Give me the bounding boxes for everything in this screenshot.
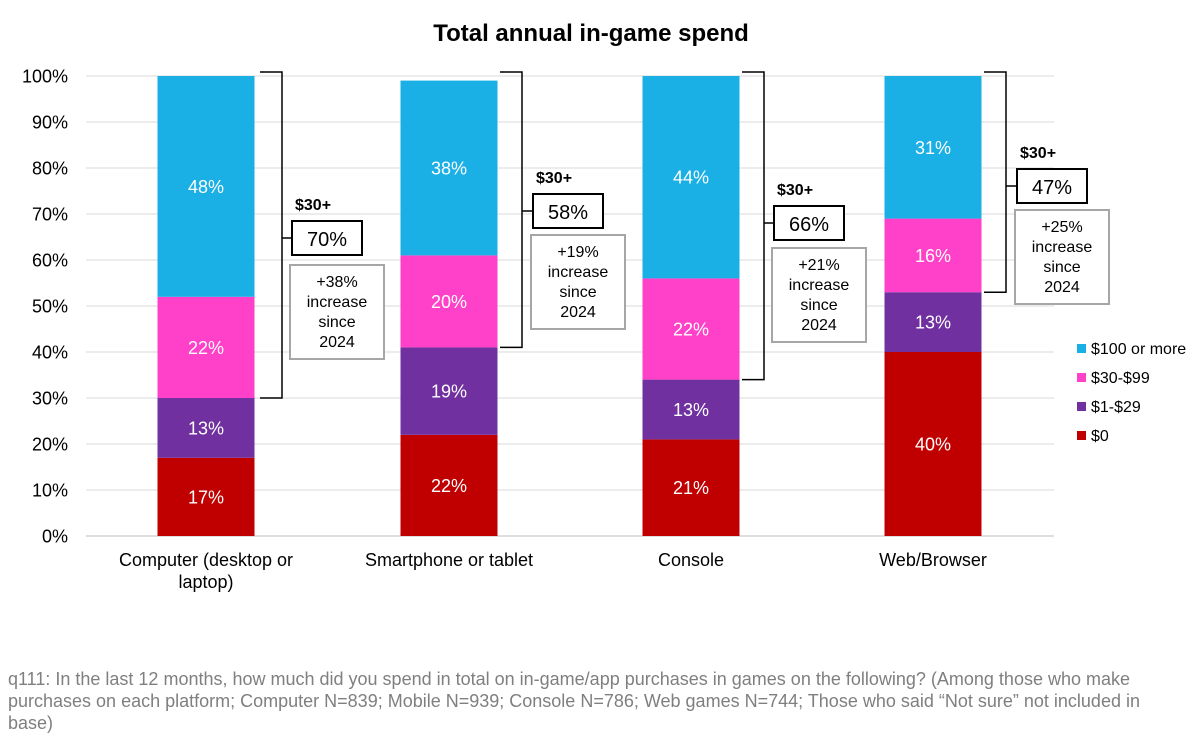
y-axis: 0% 10% 20% 30% 40% 50% 60% 70% 80% 90% 100%: [22, 67, 68, 547]
legend-label: $30-$99: [1091, 370, 1150, 387]
y-tick-label: 80%: [32, 159, 68, 179]
bar-segment: [642, 76, 740, 279]
y-tick-label: 70%: [32, 205, 68, 225]
legend-label: $0: [1091, 428, 1109, 445]
bar-segment: [642, 439, 740, 536]
legend: $100 or more $30-$99 $1-$29 $0: [1077, 341, 1186, 445]
annotation-value-box: [532, 193, 604, 229]
y-tick-label: 30%: [32, 389, 68, 409]
annotation-header: $30+: [536, 170, 572, 187]
annotation-note-line: +25%: [1041, 219, 1082, 236]
annotation-note-line: increase: [1032, 239, 1093, 256]
footnote: q111: In the last 12 months, how much di…: [8, 669, 1140, 733]
data-label: 22%: [431, 476, 467, 496]
annotation-note-line: 2024: [1044, 279, 1080, 296]
bar-segment: [884, 76, 982, 219]
chart-title: Total annual in-game spend: [433, 20, 749, 47]
bar-segment: [642, 379, 740, 440]
bracket: [260, 71, 283, 399]
annotation-value-box: [1016, 168, 1088, 204]
legend-label: $100 or more: [1091, 341, 1186, 358]
annotation-value: 47%: [1032, 177, 1072, 199]
data-label: 17%: [188, 487, 224, 507]
legend-swatch: [1077, 344, 1086, 353]
annotation-note-line: since: [318, 314, 355, 331]
x-tick-label: Smartphone or tablet: [365, 550, 533, 570]
bracket: [742, 71, 765, 381]
annotation-note-line: +38%: [316, 274, 357, 291]
annotation-header: $30+: [295, 197, 331, 214]
annotation-note-line: increase: [548, 264, 609, 281]
bar-segment: [157, 76, 255, 297]
bar-segment: [400, 434, 498, 536]
data-label: 19%: [431, 382, 467, 402]
y-tick-label: 100%: [22, 67, 68, 87]
y-tick-label: 90%: [32, 113, 68, 133]
data-label: 13%: [188, 418, 224, 438]
bar-segment: [400, 347, 498, 435]
data-label: 38%: [431, 159, 467, 179]
annotation-note-box: [1014, 209, 1110, 305]
annotation-value: 66%: [789, 214, 829, 236]
data-label: 13%: [673, 400, 709, 420]
annotation-note-line: 2024: [319, 334, 355, 351]
y-tick-label: 20%: [32, 435, 68, 455]
legend-label: $1-$29: [1091, 399, 1141, 416]
bar-segment: [400, 80, 498, 256]
annotation-note-line: since: [800, 297, 837, 314]
annotation-note-line: increase: [789, 277, 850, 294]
bracket: [500, 71, 523, 349]
data-label: 31%: [915, 138, 951, 158]
data-label: 21%: [673, 478, 709, 498]
data-label: 22%: [673, 320, 709, 340]
y-tick-label: 60%: [32, 251, 68, 271]
annotation-note-line: since: [559, 284, 596, 301]
annotation-value: 58%: [548, 202, 588, 224]
annotations: $30+ 70% +38% increase since 2024 $30+ 58% +19% i…: [260, 71, 1110, 399]
data-label: 48%: [188, 177, 224, 197]
legend-swatch: [1077, 431, 1086, 440]
annotation-note-box: [289, 264, 385, 360]
bars: 17% 13% 22% 48% 22% 19% 20% 38% 21% 13% 22% 44% 40% 1…: [157, 76, 982, 536]
bar-segment: [642, 278, 740, 380]
x-tick-label: Computer (desktop or laptop): [119, 550, 293, 592]
data-label: 22%: [188, 338, 224, 358]
bar-segment: [157, 457, 255, 536]
bar-segment: [400, 255, 498, 348]
annotation-note-line: 2024: [801, 317, 837, 334]
data-label: 16%: [915, 246, 951, 266]
bar-segment: [157, 296, 255, 398]
annotation-note-line: +19%: [557, 244, 598, 261]
annotation-header: $30+: [777, 182, 813, 199]
annotation-header: $30+: [1020, 145, 1056, 162]
bar-segment: [157, 398, 255, 458]
x-tick-label: Web/Browser: [879, 550, 987, 570]
annotation-note-line: +21%: [798, 257, 839, 274]
stacked-bar-chart: Total annual in-game spend 0% 10% 20% 30% 40…: [22, 20, 1186, 592]
bar-segment: [884, 292, 982, 352]
annotation-note-line: since: [1043, 259, 1080, 276]
x-axis: Computer (desktop or laptop) Smartphone or…: [119, 550, 987, 592]
y-tick-label: 10%: [32, 481, 68, 501]
bracket: [984, 71, 1007, 293]
annotation-value-box: [291, 220, 363, 256]
legend-swatch: [1077, 373, 1086, 382]
y-tick-label: 0%: [42, 527, 68, 547]
bar-segment: [884, 352, 982, 536]
annotation-note-line: increase: [307, 294, 368, 311]
annotation-note-line: 2024: [560, 304, 596, 321]
y-tick-label: 40%: [32, 343, 68, 363]
bar-segment: [884, 218, 982, 293]
data-label: 40%: [915, 435, 951, 455]
data-label: 20%: [431, 292, 467, 312]
data-label: 13%: [915, 313, 951, 333]
annotation-note-box: [771, 247, 867, 343]
data-label: 44%: [673, 168, 709, 188]
annotation-value-box: [773, 205, 845, 241]
legend-swatch: [1077, 402, 1086, 411]
annotation-value: 70%: [307, 229, 347, 251]
x-tick-label: Console: [658, 550, 724, 570]
y-tick-label: 50%: [32, 297, 68, 317]
annotation-note-box: [530, 234, 626, 330]
